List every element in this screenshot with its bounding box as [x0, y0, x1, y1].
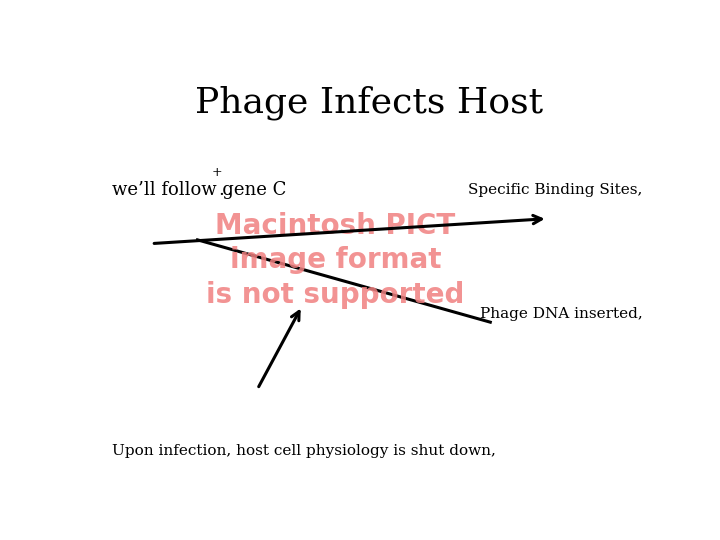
Text: Macintosh PICT
image format
is not supported: Macintosh PICT image format is not suppo…: [207, 212, 464, 309]
Text: Upon infection, host cell physiology is shut down,: Upon infection, host cell physiology is …: [112, 444, 496, 458]
Text: Phage DNA inserted,: Phage DNA inserted,: [480, 307, 642, 321]
Text: we’ll follow gene C: we’ll follow gene C: [112, 180, 287, 199]
Text: Phage Infects Host: Phage Infects Host: [195, 85, 543, 120]
Text: .: .: [227, 180, 233, 199]
Text: Specific Binding Sites,: Specific Binding Sites,: [468, 183, 642, 197]
Text: .: .: [218, 180, 224, 199]
Text: +: +: [212, 166, 222, 179]
